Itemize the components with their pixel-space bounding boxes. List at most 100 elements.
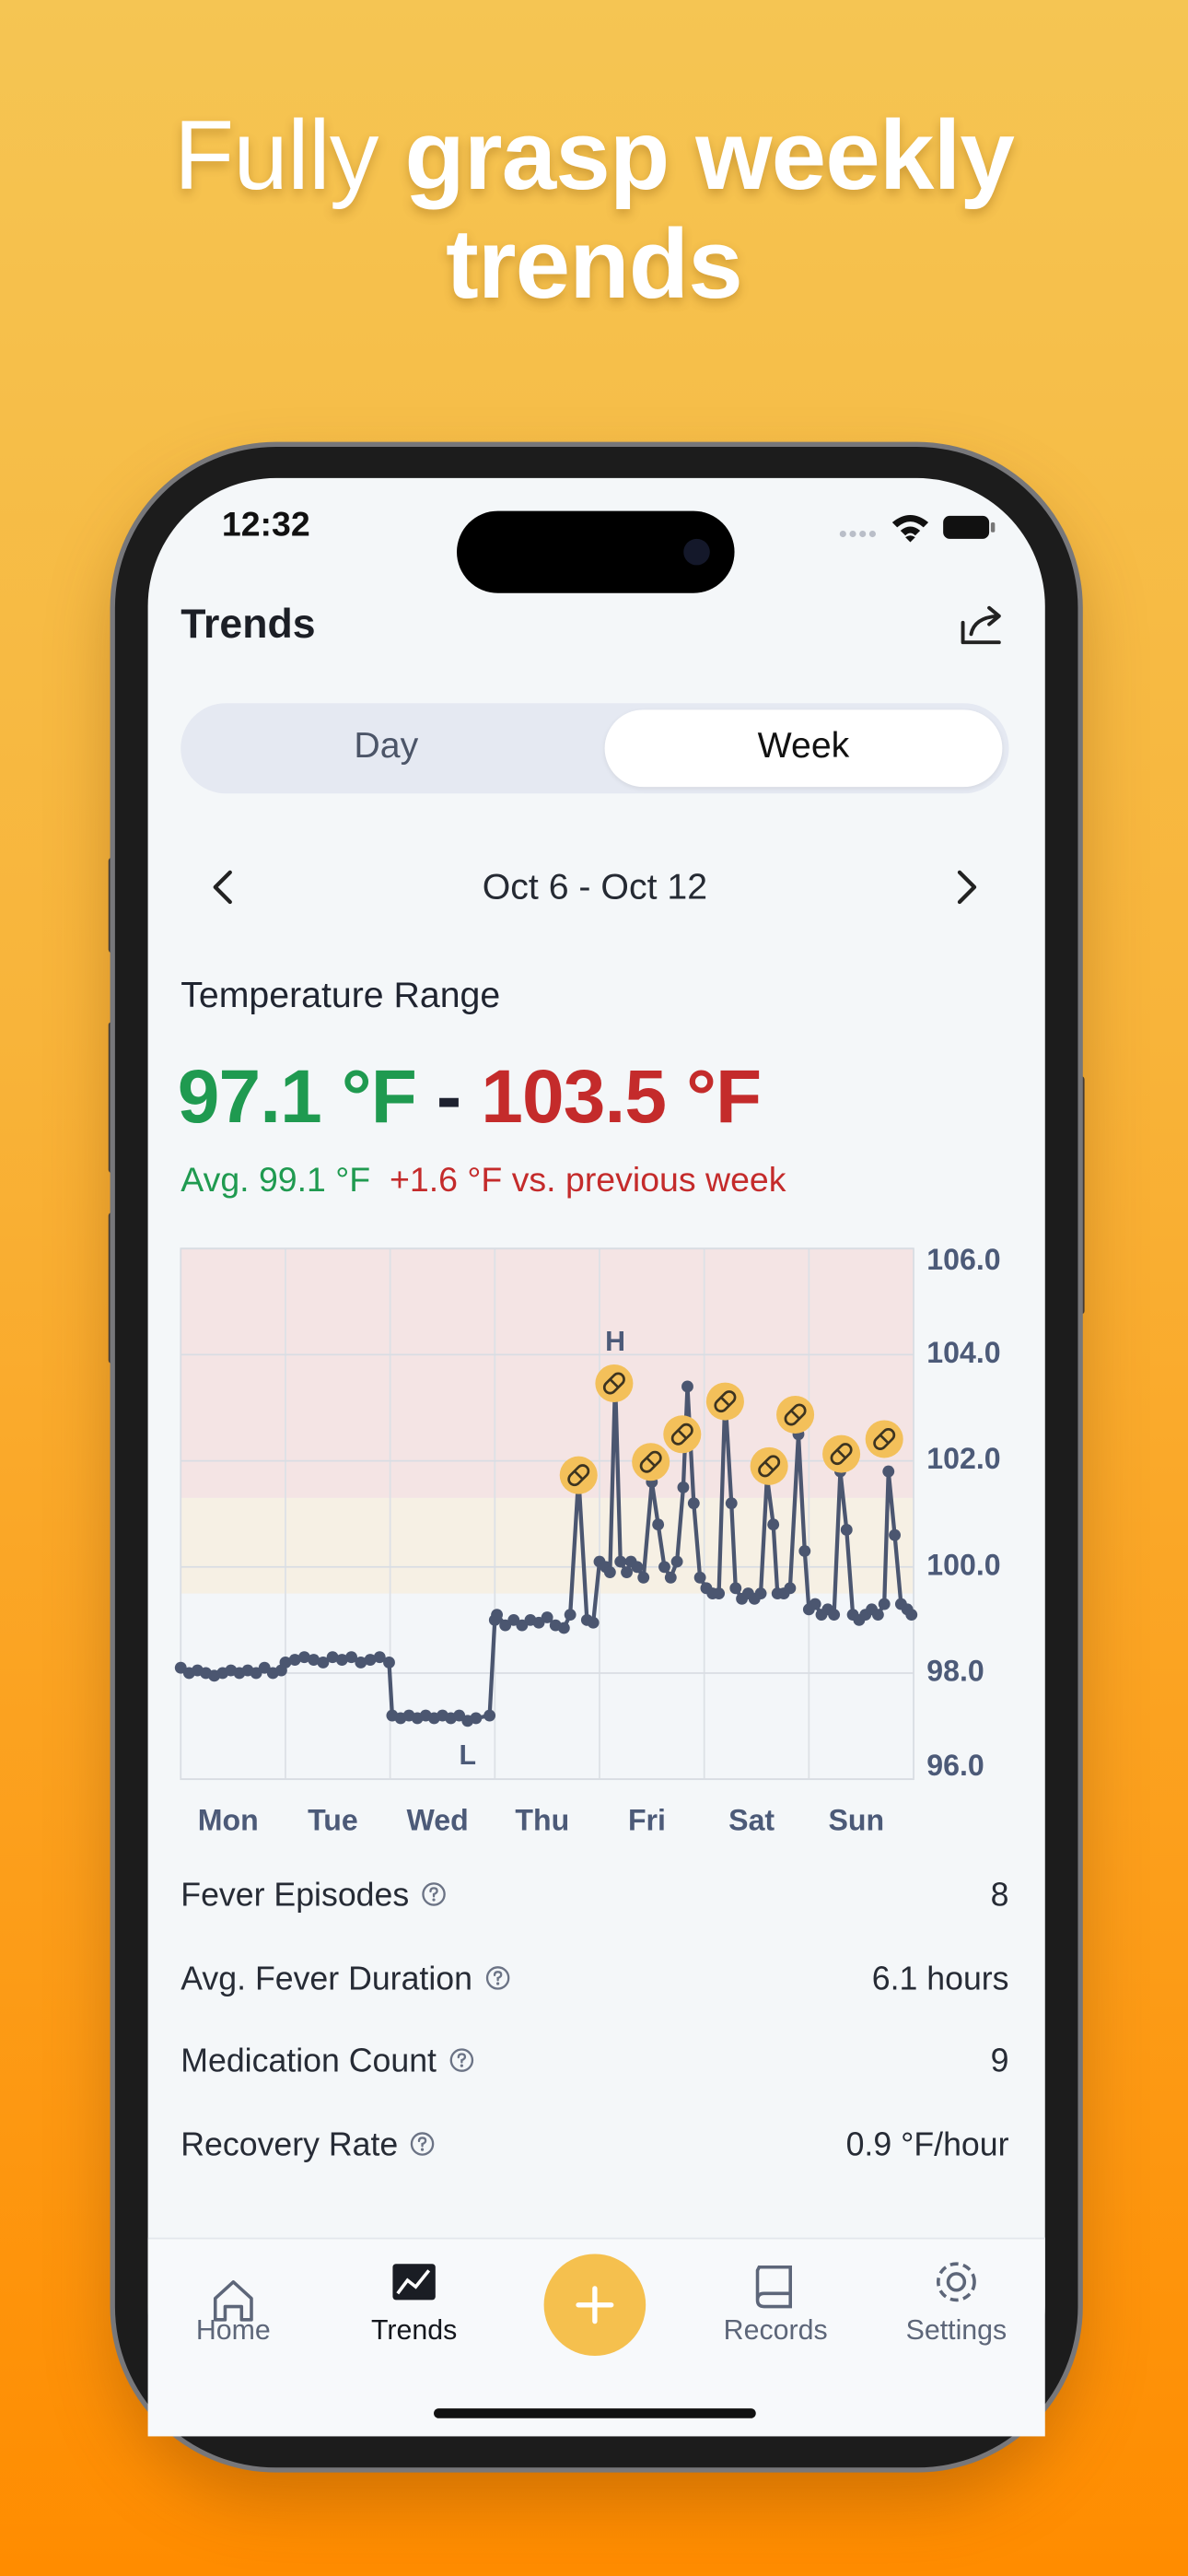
- medication-marker: [776, 1395, 815, 1434]
- temperature-point: [335, 1654, 348, 1666]
- x-tick-label: Thu: [515, 1803, 569, 1836]
- temperature-point: [889, 1528, 901, 1541]
- date-range: Oct 6 - Oct 12: [482, 865, 708, 907]
- stat-value: 0.9 °F/hour: [845, 2127, 1009, 2164]
- pill-icon: [790, 1410, 800, 1420]
- info-icon[interactable]: [483, 1964, 510, 1991]
- temperature-point: [798, 1545, 811, 1557]
- medication-marker: [663, 1415, 702, 1454]
- plot-border: [180, 1247, 914, 1781]
- segment-week[interactable]: Week: [757, 724, 850, 766]
- medication-marker: [595, 1364, 634, 1403]
- headline: Fully grasp weekly trends: [132, 100, 1057, 319]
- pill-icon: [609, 1378, 620, 1388]
- medication-marker: [632, 1443, 670, 1481]
- temperature-point: [308, 1654, 320, 1666]
- info-icon[interactable]: [421, 1881, 448, 1908]
- medication-marker: [822, 1434, 861, 1473]
- x-tick-label: Sun: [829, 1803, 885, 1836]
- temperature-point: [288, 1654, 301, 1666]
- stat-label: Recovery Rate: [181, 2127, 436, 2165]
- side-button: [108, 1212, 117, 1364]
- temperature-point: [871, 1609, 884, 1622]
- x-tick-label: Fri: [628, 1803, 666, 1836]
- segment-selected: [604, 709, 1003, 788]
- prev-button[interactable]: [207, 868, 240, 907]
- y-tick-label: 98.0: [926, 1654, 984, 1687]
- side-button: [108, 1022, 117, 1174]
- temperature-point: [637, 1571, 650, 1584]
- share-button[interactable]: [958, 602, 1007, 648]
- tab-trends[interactable]: Trends: [370, 2314, 458, 2347]
- temperature-point: [345, 1651, 357, 1664]
- temperature-chart: Mon Tue Wed Thu Fri Sat Sun 96.0 98.0 100.0 102.0 1…: [174, 1243, 1001, 1836]
- temperature-point: [279, 1657, 292, 1669]
- y-tick-label: 104.0: [926, 1336, 1000, 1369]
- pill-icon: [573, 1469, 584, 1481]
- range-min: 97.1 °F: [177, 1053, 417, 1139]
- header-title: Trends: [181, 601, 316, 648]
- temperature-point: [483, 1709, 496, 1722]
- temperature-point: [541, 1611, 553, 1623]
- tab-icons: [213, 2254, 976, 2357]
- temperature-point: [564, 1609, 577, 1622]
- range-separator: -: [436, 1053, 461, 1139]
- temperature-point: [491, 1609, 504, 1622]
- change: +1.6 °F vs. previous week: [390, 1161, 786, 1200]
- temperature-point: [784, 1582, 797, 1595]
- segment-day[interactable]: Day: [354, 724, 419, 766]
- status-icons: [839, 515, 996, 543]
- stat-label-text: Avg. Fever Duration: [181, 1961, 472, 1997]
- info-icon[interactable]: [410, 2131, 437, 2158]
- stat-label-text: Medication Count: [181, 2043, 437, 2081]
- temperature-point: [828, 1609, 841, 1622]
- temperature-range: 97.1 °F - 103.5 °F: [178, 1051, 762, 1140]
- dynamic-island: [457, 510, 735, 593]
- range-max: 103.5 °F: [481, 1053, 762, 1139]
- pill-icon: [719, 1396, 730, 1407]
- temperature-point: [614, 1555, 627, 1568]
- temperature-point: [317, 1657, 330, 1669]
- y-tick-label: 106.0: [926, 1243, 1000, 1276]
- stat-value: 8: [990, 1878, 1009, 1914]
- x-tick-label: Mon: [198, 1803, 259, 1836]
- summary-sub: Avg. 99.1 °F +1.6 °F vs. previous week: [181, 1162, 786, 1201]
- temperature-point: [725, 1497, 738, 1510]
- temperature-point: [297, 1651, 310, 1664]
- status-time: 12:32: [221, 506, 310, 544]
- temperature-point: [677, 1481, 690, 1493]
- info-icon[interactable]: [448, 2048, 474, 2075]
- temperature-point: [364, 1654, 377, 1666]
- tab-home[interactable]: Home: [195, 2314, 271, 2347]
- temperature-point: [729, 1582, 742, 1595]
- x-tick-label: Sat: [728, 1803, 775, 1836]
- average: Avg. 99.1 °F: [181, 1161, 371, 1200]
- temperature-point: [670, 1555, 683, 1568]
- stat-label: Avg. Fever Duration: [181, 1961, 510, 1999]
- temperature-point: [652, 1518, 665, 1531]
- headline-bold: grasp weekly trends: [404, 100, 1015, 319]
- extreme-label: H: [605, 1327, 625, 1357]
- tab-records[interactable]: Records: [723, 2314, 828, 2347]
- add-button[interactable]: [544, 2254, 646, 2356]
- pill-icon: [677, 1429, 688, 1440]
- stat-label-text: Fever Episodes: [181, 1878, 410, 1914]
- y-tick-label: 96.0: [926, 1749, 984, 1782]
- temperature-point: [681, 1380, 693, 1393]
- stat-value: 6.1 hours: [871, 1961, 1009, 1997]
- y-tick-label: 100.0: [926, 1548, 1000, 1581]
- next-button[interactable]: [949, 868, 983, 907]
- temperature-point: [840, 1524, 853, 1536]
- medication-marker: [705, 1382, 744, 1421]
- pill-icon: [836, 1448, 846, 1459]
- pill-icon: [646, 1457, 657, 1468]
- pill-icon: [763, 1460, 775, 1471]
- temperature-point: [693, 1571, 706, 1584]
- side-button: [1076, 1075, 1085, 1315]
- x-tick-label: Wed: [407, 1803, 469, 1836]
- extreme-label: L: [459, 1740, 476, 1771]
- temperature-point: [713, 1587, 726, 1599]
- tab-settings[interactable]: Settings: [905, 2314, 1007, 2347]
